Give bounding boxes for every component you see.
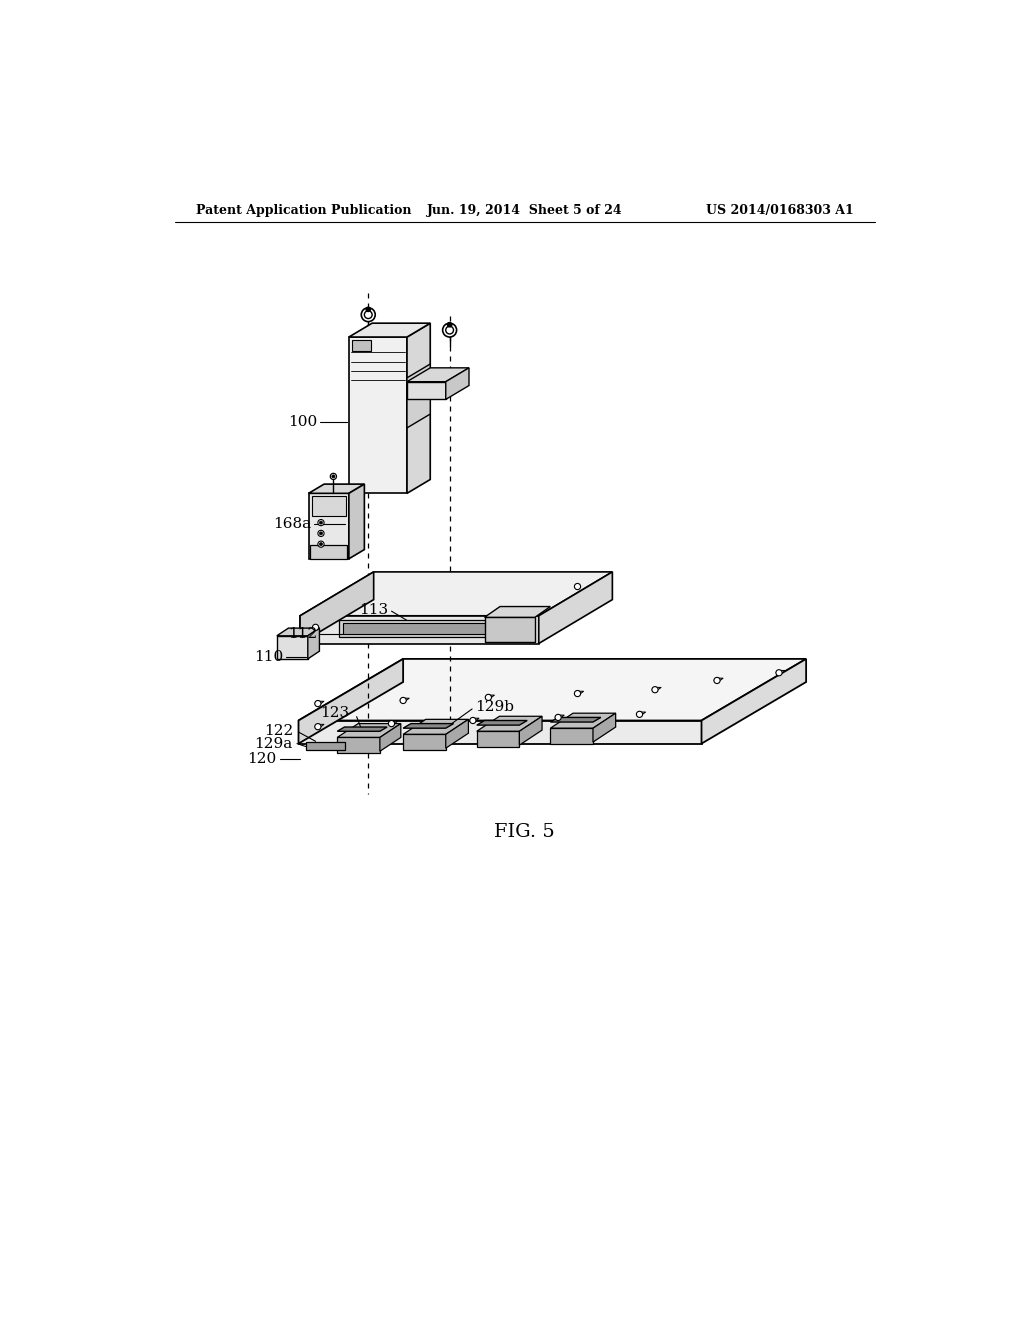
Polygon shape [349,484,365,558]
Polygon shape [574,692,584,693]
Circle shape [312,624,318,631]
Polygon shape [776,671,785,673]
Polygon shape [311,496,346,516]
Polygon shape [403,719,468,734]
Circle shape [470,718,476,723]
Circle shape [400,697,407,704]
Polygon shape [337,727,387,731]
Polygon shape [300,572,374,644]
Text: 168a: 168a [272,517,311,531]
Circle shape [332,475,335,478]
Circle shape [366,308,371,312]
Text: Patent Application Publication: Patent Application Publication [197,205,412,218]
Circle shape [319,532,323,535]
Polygon shape [636,711,646,714]
Circle shape [447,322,452,327]
Polygon shape [403,734,445,750]
Polygon shape [519,717,542,744]
Circle shape [317,520,324,525]
Circle shape [652,686,658,693]
Circle shape [319,543,323,545]
Circle shape [314,723,321,730]
Circle shape [317,541,324,548]
Polygon shape [484,607,550,618]
Text: 123: 123 [321,706,349,719]
Circle shape [776,669,782,676]
Polygon shape [407,368,469,381]
Polygon shape [445,719,468,748]
Polygon shape [310,545,347,558]
Polygon shape [400,698,410,701]
Circle shape [361,308,375,322]
Circle shape [574,690,581,697]
Polygon shape [339,619,515,638]
Text: 100: 100 [288,414,317,429]
Polygon shape [652,688,662,689]
Polygon shape [308,628,319,659]
Polygon shape [550,718,601,722]
Polygon shape [343,623,512,635]
Polygon shape [349,323,430,337]
Polygon shape [300,572,612,615]
Polygon shape [539,572,612,644]
Polygon shape [276,636,308,659]
Polygon shape [470,718,479,721]
Circle shape [485,694,492,701]
Circle shape [555,714,561,721]
Polygon shape [407,381,445,400]
Polygon shape [276,628,319,636]
Polygon shape [308,484,365,494]
Polygon shape [352,341,371,351]
Polygon shape [701,659,806,743]
Polygon shape [306,742,345,750]
Polygon shape [337,738,380,752]
Circle shape [442,323,457,337]
Circle shape [317,531,324,536]
Polygon shape [550,713,615,729]
Polygon shape [555,715,564,718]
Polygon shape [445,368,469,400]
Polygon shape [314,701,324,704]
Polygon shape [299,659,403,743]
Polygon shape [299,721,701,743]
Polygon shape [407,323,430,494]
Text: 113: 113 [359,603,388,616]
Polygon shape [407,364,430,428]
Text: 129a: 129a [254,737,292,751]
Text: 129b: 129b [475,701,514,714]
Polygon shape [477,717,542,731]
Polygon shape [550,729,593,743]
Polygon shape [308,494,349,558]
Text: 122: 122 [264,723,294,738]
Circle shape [574,583,581,590]
Text: 120: 120 [248,752,276,766]
Text: US 2014/0168303 A1: US 2014/0168303 A1 [706,205,853,218]
Polygon shape [593,713,615,742]
Polygon shape [349,337,407,494]
Circle shape [365,312,372,318]
Circle shape [636,711,643,718]
Circle shape [388,721,394,726]
Polygon shape [300,615,539,644]
Polygon shape [477,731,519,747]
Polygon shape [714,678,723,681]
Text: Jun. 19, 2014  Sheet 5 of 24: Jun. 19, 2014 Sheet 5 of 24 [427,205,623,218]
Polygon shape [314,725,324,726]
Text: 110: 110 [254,651,283,664]
Text: 112: 112 [288,627,317,642]
Polygon shape [477,721,527,725]
Polygon shape [299,659,806,721]
Polygon shape [388,721,397,723]
Polygon shape [485,696,495,697]
Polygon shape [337,723,400,738]
Polygon shape [380,723,400,751]
Circle shape [714,677,720,684]
Circle shape [314,701,321,706]
Text: FIG. 5: FIG. 5 [495,824,555,841]
Circle shape [319,521,323,524]
Polygon shape [403,723,454,729]
Circle shape [445,326,454,334]
Polygon shape [484,618,535,642]
Circle shape [331,474,337,479]
